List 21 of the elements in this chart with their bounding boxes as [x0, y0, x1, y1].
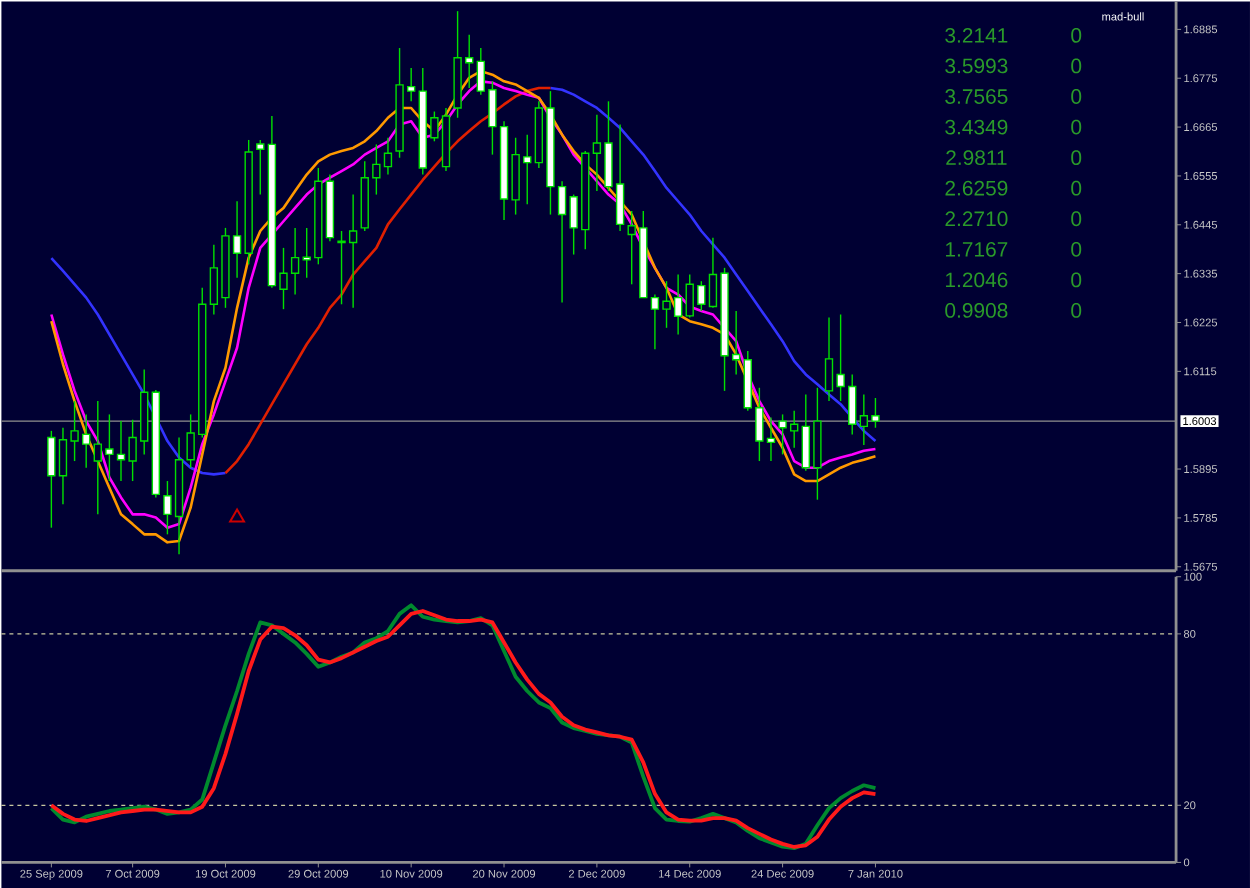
text: 0: [1071, 58, 1082, 74]
text: 2.2710: [945, 211, 1008, 226]
text: 3.2141: [945, 27, 1008, 43]
text: 3.5993: [945, 58, 1008, 74]
text: 3.4349: [945, 119, 1008, 135]
text: 1.2046: [946, 272, 1008, 288]
text: 0: [1071, 88, 1082, 104]
text: 0: [1071, 180, 1082, 196]
text: 0: [1071, 27, 1082, 43]
text: 0: [1071, 119, 1082, 135]
text: 2.9811: [946, 150, 1007, 165]
text: 0: [1071, 272, 1082, 288]
text: 0: [1071, 211, 1082, 226]
text: 1.7167: [946, 241, 1008, 257]
text: 0.9908: [945, 302, 1008, 318]
text: 0: [1071, 302, 1082, 318]
text: 0: [1071, 150, 1082, 165]
text: 3.7565: [945, 88, 1008, 104]
text: 2.6259: [945, 180, 1008, 196]
candlestick: [256, 139, 265, 196]
text: 0: [1071, 241, 1082, 257]
